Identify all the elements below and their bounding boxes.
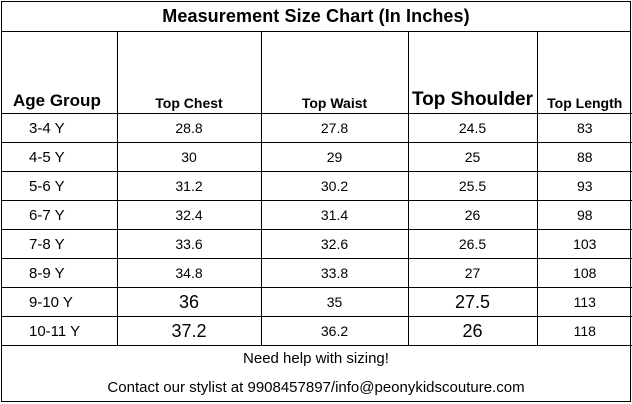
- waist-cell: 35: [260, 287, 409, 317]
- length-cell: 118: [536, 316, 632, 346]
- title-row: Measurement Size Chart (In Inches): [2, 2, 630, 32]
- header-age-group: Age Group: [2, 32, 118, 114]
- age-cell: 10-11 Y: [2, 316, 118, 346]
- table-row: 6-7 Y 32.4 31.4 26 98: [2, 200, 632, 230]
- chart-title: Measurement Size Chart (In Inches): [162, 6, 470, 26]
- footer: Need help with sizing! Contact our styli…: [2, 346, 630, 402]
- waist-cell: 29: [260, 142, 409, 172]
- table-row: 9-10 Y 36 35 27.5 113: [2, 287, 632, 317]
- age-cell: 7-8 Y: [2, 229, 118, 259]
- length-cell: 88: [536, 142, 632, 172]
- age-cell: 9-10 Y: [2, 287, 118, 317]
- length-cell: 83: [536, 113, 632, 143]
- waist-cell: 33.8: [260, 258, 409, 288]
- table-row: 3-4 Y 28.8 27.8 24.5 83: [2, 113, 632, 143]
- shoulder-cell: 26.5: [407, 229, 538, 259]
- chest-cell: 33.6: [116, 229, 262, 259]
- shoulder-cell: 27.5: [407, 287, 538, 317]
- waist-cell: 30.2: [260, 171, 409, 201]
- waist-cell: 31.4: [260, 200, 409, 230]
- length-cell: 108: [536, 258, 632, 288]
- length-cell: 93: [536, 171, 632, 201]
- shoulder-cell: 26: [407, 200, 538, 230]
- waist-cell: 27.8: [260, 113, 409, 143]
- age-cell: 3-4 Y: [2, 113, 118, 143]
- header-row: Age Group Top Chest Top Waist Top Should…: [2, 32, 632, 114]
- header-top-waist: Top Waist: [260, 32, 409, 114]
- chest-cell: 31.2: [116, 171, 262, 201]
- table-row: 4-5 Y 30 29 25 88: [2, 142, 632, 172]
- shoulder-cell: 25: [407, 142, 538, 172]
- chest-cell: 36: [116, 287, 262, 317]
- age-cell: 6-7 Y: [2, 200, 118, 230]
- contact-text: Contact our stylist at 9908457897/info@p…: [107, 379, 525, 396]
- chest-cell: 32.4: [116, 200, 262, 230]
- shoulder-cell: 25.5: [407, 171, 538, 201]
- header-top-chest: Top Chest: [116, 32, 262, 114]
- chest-cell: 34.8: [116, 258, 262, 288]
- shoulder-cell: 27: [407, 258, 538, 288]
- shoulder-cell: 24.5: [407, 113, 538, 143]
- chest-cell: 30: [116, 142, 262, 172]
- waist-cell: 32.6: [260, 229, 409, 259]
- length-cell: 98: [536, 200, 632, 230]
- length-cell: 103: [536, 229, 632, 259]
- shoulder-cell: 26: [407, 316, 538, 346]
- header-top-length: Top Length: [536, 32, 632, 114]
- age-cell: 8-9 Y: [2, 258, 118, 288]
- table-row: 8-9 Y 34.8 33.8 27 108: [2, 258, 632, 288]
- table-row: 7-8 Y 33.6 32.6 26.5 103: [2, 229, 632, 259]
- size-table: Age Group Top Chest Top Waist Top Should…: [2, 32, 632, 346]
- length-cell: 113: [536, 287, 632, 317]
- chest-cell: 28.8: [116, 113, 262, 143]
- waist-cell: 36.2: [260, 316, 409, 346]
- header-top-shoulder: Top Shoulder: [407, 32, 538, 114]
- table-row: 5-6 Y 31.2 30.2 25.5 93: [2, 171, 632, 201]
- age-cell: 4-5 Y: [2, 142, 118, 172]
- table-row: 10-11 Y 37.2 36.2 26 118: [2, 316, 632, 346]
- chest-cell: 37.2: [116, 316, 262, 346]
- help-text: Need help with sizing!: [243, 350, 389, 367]
- age-cell: 5-6 Y: [2, 171, 118, 201]
